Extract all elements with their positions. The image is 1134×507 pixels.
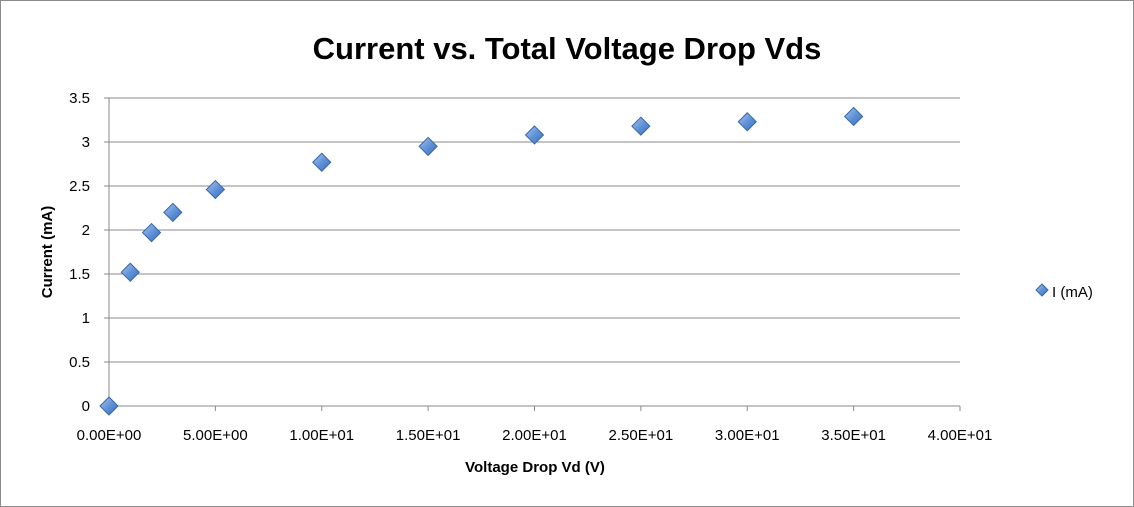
data-points <box>99 106 864 416</box>
x-tick-label-6: 3.00E+01 <box>715 427 780 444</box>
y-tick-label-7: 3.5 <box>69 90 90 107</box>
x-tick-label-4: 2.00E+01 <box>502 427 567 444</box>
legend-label-i-ma: I (mA) <box>1052 284 1093 301</box>
x-axis-title: Voltage Drop Vd (V) <box>465 459 605 476</box>
gridlines <box>109 97 960 407</box>
x-axis: 0.00E+00 5.00E+00 1.00E+01 1.50E+01 2.00E+01… <box>77 405 993 444</box>
data-point-2 <box>141 222 162 243</box>
x-tick-label-8: 4.00E+01 <box>928 427 993 444</box>
chart-title: Current vs. Total Voltage Drop Vds <box>313 31 822 66</box>
y-tick-label-6: 3 <box>82 134 90 151</box>
legend-marker-diamond <box>1035 283 1049 297</box>
x-tick-label-5: 2.50E+01 <box>609 427 674 444</box>
y-tick-label-2: 1 <box>82 310 90 327</box>
x-tick-label-1: 5.00E+00 <box>183 427 248 444</box>
data-point-6 <box>418 136 438 157</box>
x-tick-label-0: 0.00E+00 <box>77 427 142 444</box>
y-tick-label-1: 0.5 <box>69 354 90 371</box>
data-point-7 <box>524 125 545 145</box>
x-tick-label-2: 1.00E+01 <box>289 427 354 444</box>
y-tick-label-4: 2 <box>82 222 90 239</box>
y-tick-label-5: 2.5 <box>69 178 90 195</box>
data-point-1 <box>120 262 140 282</box>
data-point-0 <box>99 396 119 416</box>
data-point-10 <box>843 106 864 127</box>
y-axis: 0 0.5 1 1.5 2 2.5 3 3.5 <box>69 90 110 415</box>
data-point-3 <box>163 202 183 223</box>
legend: I (mA) <box>1035 283 1093 301</box>
data-point-4 <box>205 179 226 200</box>
data-point-9 <box>737 112 757 132</box>
y-tick-label-3: 1.5 <box>69 266 90 283</box>
data-point-5 <box>312 152 332 172</box>
y-axis-title: Current (mA) <box>39 206 56 299</box>
y-tick-label-0: 0 <box>82 398 90 415</box>
data-point-8 <box>631 116 651 136</box>
x-tick-label-7: 3.50E+01 <box>821 427 886 444</box>
x-tick-label-3: 1.50E+01 <box>396 427 461 444</box>
